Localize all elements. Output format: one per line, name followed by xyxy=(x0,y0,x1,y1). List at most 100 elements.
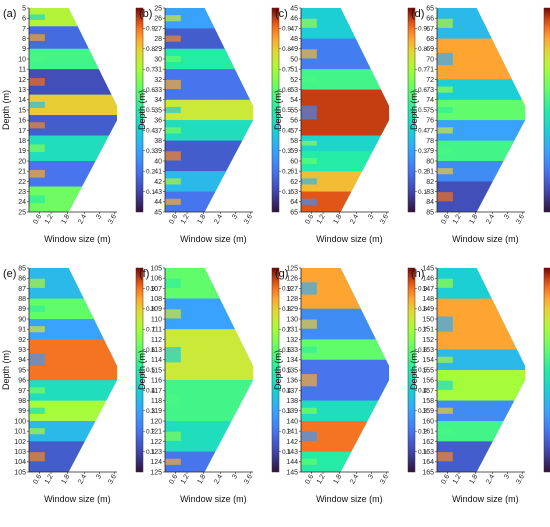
heatmap-body xyxy=(165,8,253,212)
y-tick-label: 150 xyxy=(422,316,434,323)
x-axis-label: Window size (m) xyxy=(44,234,111,244)
y-tick-label: 6 xyxy=(22,16,26,23)
heatmap-detail xyxy=(437,356,453,363)
heatmap-detail xyxy=(29,78,45,86)
x-tick-label: 3.6 xyxy=(243,213,254,225)
panel-label: (e) xyxy=(3,268,16,280)
x-tick-label: 0.6 xyxy=(304,473,315,485)
y-tick-label: 63 xyxy=(290,189,298,196)
y-tick-label: 68 xyxy=(426,36,434,43)
y-tick-label: 140 xyxy=(286,418,298,425)
y-tick-label: 126 xyxy=(286,276,298,283)
colorbar-tick-label: 0.5 xyxy=(146,107,155,114)
colorbar-tick-label: 0.8 xyxy=(282,306,291,313)
y-tick-label: 154 xyxy=(422,357,434,364)
colorbar-tick-label: 0.9 xyxy=(282,26,291,33)
y-tick-label: 146 xyxy=(422,276,434,283)
heatmap-body xyxy=(29,268,117,472)
heatmap-detail xyxy=(301,18,317,28)
colorbar-tick-label: 0.2 xyxy=(282,428,291,435)
y-tick-label: 124 xyxy=(150,459,162,466)
panel-h: 145 146 147 148 149 150 151 152 153 154 155 156 157 1… xyxy=(409,265,550,504)
y-tick-label: 102 xyxy=(14,439,26,446)
heatmap-detail xyxy=(165,347,181,363)
y-tick-label: 158 xyxy=(422,398,434,405)
x-tick-label: 3.6 xyxy=(379,213,390,225)
heatmap-detail xyxy=(29,326,45,333)
y-tick-label: 60 xyxy=(290,158,298,165)
y-tick-label: 131 xyxy=(286,327,298,334)
y-tick-label: 106 xyxy=(150,276,162,283)
y-tick-label: 20 xyxy=(18,158,26,165)
x-tick-label: 1.8 xyxy=(197,473,208,485)
y-axis-label: Depth (m) xyxy=(1,90,11,130)
y-tick-label: 155 xyxy=(422,367,434,374)
y-axis-label: Depth (m) xyxy=(273,90,283,130)
y-tick-label: 16 xyxy=(18,118,26,125)
y-tick-label: 72 xyxy=(426,77,434,84)
heatmap-detail xyxy=(437,168,453,175)
heatmap-detail xyxy=(165,15,181,22)
y-tick-label: 33 xyxy=(154,87,162,94)
colorbar-tick-label: 0.5 xyxy=(282,107,291,114)
heatmap-detail xyxy=(437,127,453,134)
y-tick-label: 51 xyxy=(290,67,298,74)
y-tick-label: 111 xyxy=(151,327,162,334)
y-tick-label: 97 xyxy=(18,388,26,395)
y-tick-label: 21 xyxy=(18,169,26,176)
x-tick-label: 3 xyxy=(367,213,375,220)
y-tick-label: 88 xyxy=(18,296,26,303)
heatmap-detail xyxy=(437,192,453,202)
y-axis-label: Depth (m) xyxy=(409,90,419,130)
y-tick-label: 81 xyxy=(426,169,434,176)
panel-label: (b) xyxy=(139,8,152,20)
heatmap-detail xyxy=(301,282,317,295)
y-tick-label: 65 xyxy=(426,5,434,12)
heatmap-detail xyxy=(301,407,317,414)
y-tick-label: 90 xyxy=(18,316,26,323)
y-tick-label: 55 xyxy=(290,107,298,114)
x-tick-label: 3.6 xyxy=(107,213,118,225)
x-tick-label: 1.8 xyxy=(469,213,480,225)
y-axis-label: Depth (m) xyxy=(273,350,283,390)
x-tick-label: 1.8 xyxy=(61,213,72,225)
y-tick-label: 82 xyxy=(426,179,434,186)
heatmap-detail xyxy=(165,198,181,205)
y-tick-label: 67 xyxy=(426,26,434,33)
y-tick-label: 10 xyxy=(18,56,26,63)
colorbar-tick-label: 0.6 xyxy=(282,87,291,94)
y-tick-label: 91 xyxy=(18,327,26,334)
heatmap-detail xyxy=(437,452,453,462)
x-tick-label: 2.4 xyxy=(213,213,224,225)
y-tick-label: 27 xyxy=(154,26,162,33)
colorbar-tick-label: 0.8 xyxy=(282,46,291,53)
x-tick-label: 1.2 xyxy=(452,213,463,225)
y-tick-label: 107 xyxy=(150,286,162,293)
x-axis-label: Window size (m) xyxy=(44,494,111,504)
y-tick-label: 26 xyxy=(154,16,162,23)
y-tick-label: 89 xyxy=(18,306,26,313)
colorbar-tick-label: 0.6 xyxy=(146,347,155,354)
x-tick-label: 2.4 xyxy=(349,213,360,225)
heatmap-detail xyxy=(29,122,45,129)
y-tick-label: 153 xyxy=(422,347,434,354)
y-tick-label: 125 xyxy=(286,265,298,272)
heatmap-detail xyxy=(301,105,317,120)
heatmap-body xyxy=(165,268,253,472)
x-tick-label: 1.2 xyxy=(316,473,327,485)
colorbar xyxy=(543,7,550,213)
y-tick-label: 40 xyxy=(154,158,162,165)
panel-b: 25 26 27 28 29 30 31 32 33 34 35 36 37 38 39 40 41 42 43 44… xyxy=(137,5,291,244)
colorbar-tick-label: 0.3 xyxy=(418,148,427,155)
y-tick-label: 74 xyxy=(426,97,434,104)
y-axis-label: Depth (m) xyxy=(137,90,147,130)
x-tick-label: 2.4 xyxy=(485,473,496,485)
heatmap-detail xyxy=(301,140,317,146)
heatmap-band xyxy=(29,94,117,116)
colorbar-tick-label: 0.3 xyxy=(282,408,291,415)
heatmap-band xyxy=(29,400,117,421)
x-tick-label: 3 xyxy=(95,473,103,480)
y-tick-label: 159 xyxy=(422,408,434,415)
y-tick-label: 129 xyxy=(286,306,298,313)
y-tick-label: 145 xyxy=(422,265,434,272)
